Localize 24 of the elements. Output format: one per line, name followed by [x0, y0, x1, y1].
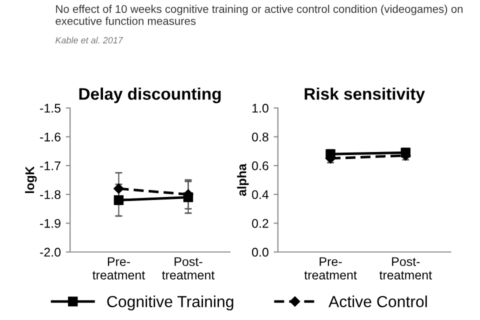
x-tick-label: Post- treatment	[379, 257, 432, 280]
y-axis-title: alpha	[237, 164, 249, 196]
chart-title: Delay discounting	[79, 88, 221, 104]
x-tick-label: Pre- treatment	[92, 257, 146, 280]
y-tick-label: -1.9	[40, 219, 60, 228]
legend-label: Cognitive Training	[107, 296, 234, 310]
y-tick-label: 0.6	[252, 161, 268, 170]
y-tick-label: -1.6	[40, 132, 61, 142]
chart-title: Risk sensitivity	[304, 88, 425, 104]
y-tick-label: 0.4	[252, 190, 269, 200]
y-axis-title: logK	[25, 166, 37, 194]
y-tick-label: 1.0	[252, 104, 268, 113]
x-tick-label: Pre- treatment	[304, 257, 357, 280]
y-tick-label: 0.8	[252, 132, 268, 142]
y-tick-label: -1.7	[40, 162, 60, 170]
legend-label: Active Control	[328, 296, 427, 308]
y-tick-label: -2.0	[40, 248, 61, 257]
text: No effect of 10 weeks cognitive training or active control condition (videogames) on executive function measures	[56, 4, 463, 25]
x-tick-label: Post- treatment	[162, 257, 215, 280]
y-tick-label: -1.8	[40, 190, 61, 200]
y-tick-label: -1.5	[40, 104, 61, 113]
y-tick-label: 0.0	[252, 248, 268, 257]
y-tick-label: 0.2	[252, 219, 268, 228]
text: Kable et al. 2017	[55, 36, 124, 44]
